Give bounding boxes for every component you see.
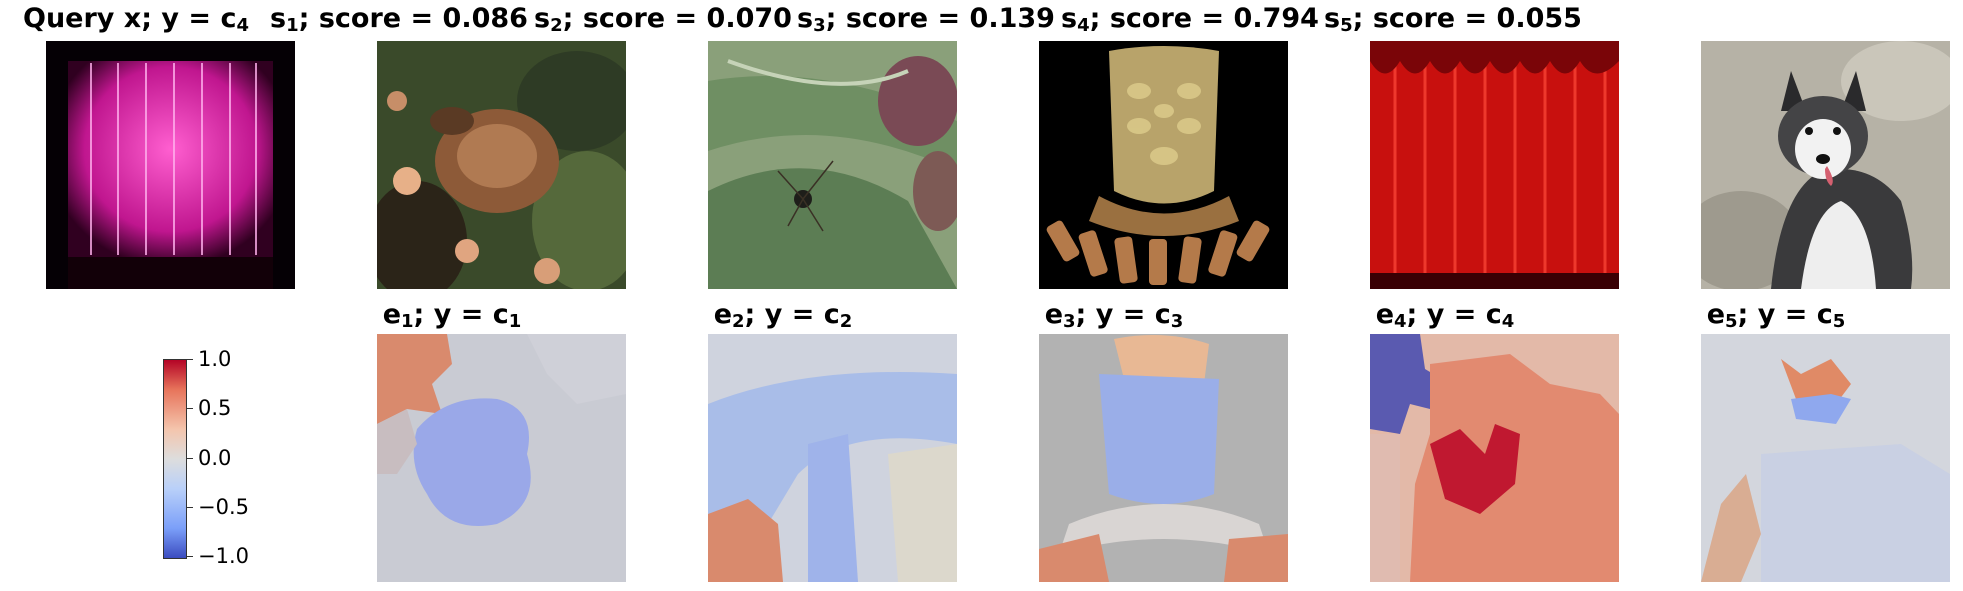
- explanation-title-3: e3; y = c3: [1044, 299, 1184, 332]
- explanation-map-5: [1701, 334, 1950, 582]
- sample-image-spider-leaves: [708, 41, 957, 289]
- query-title: Query x; y = c4: [23, 3, 249, 36]
- colorbar-tick: [186, 507, 193, 508]
- sample-title-4: s4; score = 0.794: [1061, 3, 1319, 36]
- colorbar-tick: [186, 408, 193, 409]
- sample-title-1: s1; score = 0.086: [270, 3, 528, 36]
- explanation-title-2: e2; y = c2: [713, 299, 853, 332]
- colorbar-tick: [186, 556, 193, 557]
- sample-title-2: s2; score = 0.070: [534, 3, 792, 36]
- explanation-map-3: [1039, 334, 1288, 582]
- colorbar-tick: [186, 458, 193, 459]
- query-image-pink-curtain: [46, 41, 295, 289]
- colorbar-tick-label: −1.0: [198, 544, 249, 568]
- explanation-title-1: e1; y = c1: [382, 299, 522, 332]
- colorbar-tick: [186, 359, 193, 360]
- explanation-title-4: e4; y = c4: [1375, 299, 1515, 332]
- sample-title-5: s5; score = 0.055: [1324, 3, 1582, 36]
- explanation-title-5: e5; y = c5: [1706, 299, 1846, 332]
- colorbar: [163, 359, 187, 559]
- colorbar-tick-label: 0.5: [198, 396, 232, 420]
- sample-image-red-curtain: [1370, 41, 1619, 289]
- sample-image-husky: [1701, 41, 1950, 289]
- explanation-map-2: [708, 334, 957, 582]
- sample-image-breastplate: [1039, 41, 1288, 289]
- colorbar-tick-label: −0.5: [198, 495, 249, 519]
- colorbar-tick-label: 0.0: [198, 446, 232, 470]
- explanation-map-1: [377, 334, 626, 582]
- colorbar-tick-label: 1.0: [198, 347, 232, 371]
- sample-image-bat: [377, 41, 626, 289]
- sample-title-3: s3; score = 0.139: [797, 3, 1055, 36]
- explanation-map-4: [1370, 334, 1619, 582]
